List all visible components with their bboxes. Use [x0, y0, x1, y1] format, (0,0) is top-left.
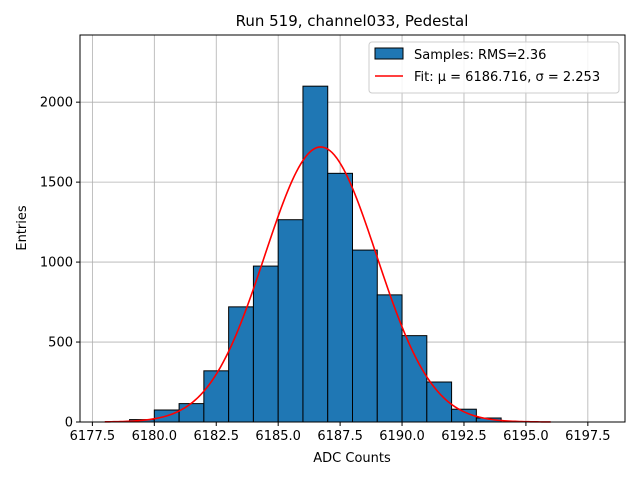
histogram-bar: [327, 172, 353, 423]
histogram-bar: [376, 294, 403, 423]
histogram-bar: [252, 265, 279, 423]
x-tick-label: 6187.5: [317, 429, 363, 444]
y-tick-label: 0: [65, 416, 73, 431]
fit-curve: [104, 146, 551, 423]
x-axis-ticks: 6177.5 6180.0 6182.5 6185.0 6187.5 6190.0 6192…: [70, 422, 611, 444]
legend-label-fit: Fit: μ = 6186.716, σ = 2.253: [414, 70, 600, 85]
legend-label-samples: Samples: RMS=2.36: [414, 48, 546, 63]
y-tick-label: 1000: [40, 256, 73, 271]
histogram-bar: [352, 249, 378, 423]
histogram-bar: [401, 335, 428, 423]
x-tick-label: 6177.5: [70, 429, 116, 444]
x-tick-label: 6195.0: [503, 429, 549, 444]
y-axis-ticks: 0 500 1000 1500 2000: [40, 96, 80, 431]
x-tick-label: 6180.0: [132, 429, 178, 444]
histogram-bar: [203, 370, 230, 423]
histogram-bar: [277, 219, 304, 423]
legend: Samples: RMS=2.36 Fit: μ = 6186.716, σ =…: [368, 41, 620, 94]
x-tick-label: 6197.5: [565, 429, 611, 444]
legend-swatch-samples: [374, 47, 404, 60]
x-tick-label: 6190.0: [379, 429, 425, 444]
legend-box: [368, 41, 620, 94]
histogram-bar: [178, 403, 205, 423]
histogram-bars: [129, 85, 502, 423]
y-tick-label: 1500: [40, 176, 73, 191]
y-tick-label: 500: [48, 336, 73, 351]
histogram-bar: [302, 85, 329, 423]
x-tick-label: 6182.5: [194, 429, 240, 444]
x-axis-label: ADC Counts: [313, 451, 391, 466]
x-tick-label: 6192.5: [441, 429, 487, 444]
x-tick-label: 6185.0: [255, 429, 301, 444]
chart-title: Run 519, channel033, Pedestal: [236, 12, 469, 30]
y-axis-label: Entries: [15, 205, 30, 251]
y-tick-label: 2000: [40, 96, 73, 111]
plot-frame: [79, 34, 626, 423]
